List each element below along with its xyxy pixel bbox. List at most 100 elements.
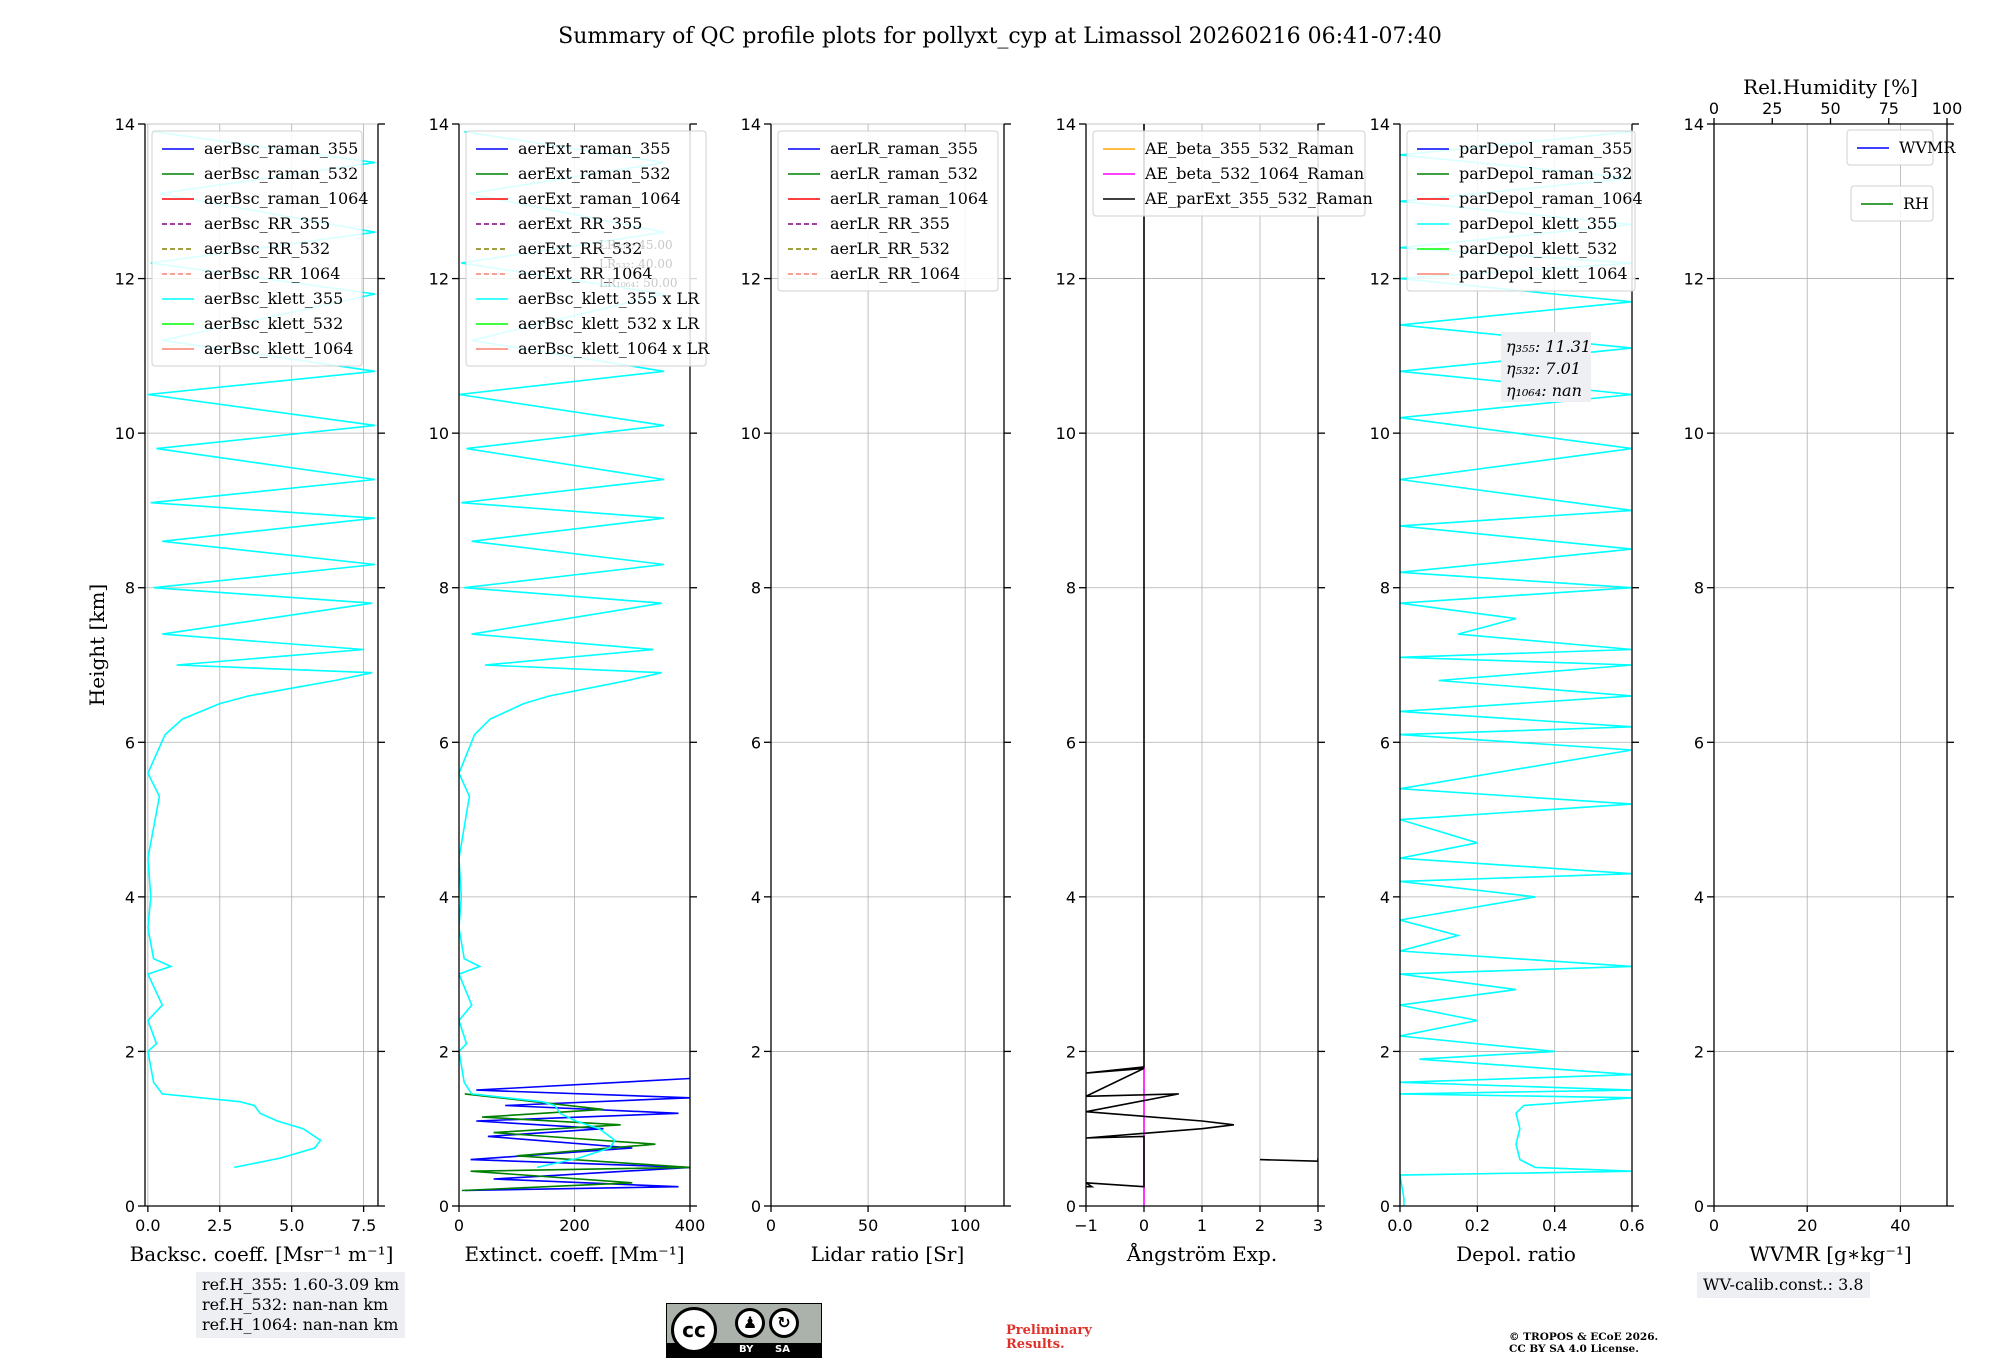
y-tick-label: 6 — [1066, 733, 1076, 752]
x-tick-label: 100 — [950, 1216, 981, 1235]
y-tick-label: 10 — [1684, 424, 1704, 443]
x-axis-label: Extinct. coeff. [Mm⁻¹] — [464, 1242, 684, 1266]
y-tick-label: 0 — [439, 1197, 449, 1216]
x-tick-label: 400 — [675, 1216, 706, 1235]
legend-label: parDepol_raman_355 — [1459, 139, 1632, 158]
legend-label: parDepol_raman_1064 — [1459, 189, 1643, 208]
series-line-parDepol_klett_355 — [1400, 130, 1632, 1206]
legend: WVMR — [1846, 129, 1956, 166]
legend-box — [1406, 130, 1636, 292]
series-line-aerBsc_klett_355 — [146, 130, 376, 1169]
legend-label: aerBsc_raman_532 — [204, 164, 358, 183]
legend-label: aerBsc_klett_1064 — [204, 339, 353, 358]
legend-label: aerExt_RR_355 — [518, 214, 642, 233]
top-x-tick-label: 100 — [1932, 99, 1963, 118]
legend-box — [1846, 129, 1934, 166]
x-tick-label: 7.5 — [351, 1216, 376, 1235]
prelim-line-2: Results. — [1006, 1337, 1065, 1352]
x-axis-label: WVMR [g∗kg⁻¹] — [1749, 1242, 1911, 1266]
x-tick-label: 0 — [1709, 1216, 1719, 1235]
y-tick-label: 0 — [1066, 1197, 1076, 1216]
y-tick-label: 8 — [1066, 579, 1076, 598]
x-axis-label: Lidar ratio [Sr] — [811, 1242, 965, 1266]
panel-2: 0 2 4 6 8 10 12 14 0 200 400 Extinct. coeff. [Mm⁻¹]… — [429, 115, 711, 1266]
y-tick-label: 2 — [1694, 1042, 1704, 1061]
legend-label: parDepol_klett_1064 — [1459, 264, 1628, 283]
legend-box — [1092, 130, 1366, 217]
legend-label: aerBsc_raman_355 — [204, 139, 358, 158]
top-x-tick-label: 0 — [1709, 99, 1719, 118]
share-alike-icon: ↻ — [769, 1308, 799, 1338]
y-tick-label: 12 — [429, 270, 449, 289]
y-tick-label: 6 — [439, 733, 449, 752]
legend-label: aerBsc_raman_1064 — [204, 189, 369, 208]
series-line-aerExt_raman_355 — [464, 1077, 690, 1192]
y-tick-label: 4 — [1380, 888, 1390, 907]
by-label: BY — [739, 1344, 754, 1355]
y-tick-label: 6 — [1694, 733, 1704, 752]
refh-532: ref.H_532: nan-nan km — [202, 1295, 389, 1314]
legend-label: AE_beta_355_532_Raman — [1144, 139, 1354, 158]
legend-label: aerExt_RR_532 — [518, 239, 642, 258]
legend-label: aerLR_RR_1064 — [830, 264, 960, 283]
legend-label: aerBsc_klett_532 x LR — [518, 314, 700, 333]
eta-box — [1501, 332, 1591, 402]
series-group — [1400, 130, 1632, 1206]
legend-label: aerLR_raman_355 — [830, 139, 978, 158]
y-tick-label: 14 — [1056, 115, 1076, 134]
y-tick-label: 2 — [1066, 1042, 1076, 1061]
y-tick-label: 8 — [751, 579, 761, 598]
legend: aerExt_raman_355 aerExt_raman_532 aerExt_r… — [465, 130, 710, 367]
legend-label: aerLR_raman_1064 — [830, 189, 988, 208]
legend-box — [777, 130, 999, 292]
series-group — [1086, 124, 1318, 1206]
y-tick-label: 14 — [115, 115, 135, 134]
x-tick-label: 5.0 — [279, 1216, 304, 1235]
cc-icon: cc — [671, 1307, 717, 1353]
legend-label: parDepol_klett_532 — [1459, 239, 1617, 258]
wv-calib-const: WV-calib.const.: 3.8 — [1703, 1275, 1864, 1294]
preliminary-results-note: Preliminary Results. — [1006, 1324, 1092, 1352]
x-tick-label: 0 — [454, 1216, 464, 1235]
series-line-AE_parExt_355_532_Raman_2 — [1259, 1158, 1318, 1163]
eta-label: η₅₃₂: 7.01 — [1506, 359, 1581, 378]
y-tick-label: 10 — [1370, 424, 1390, 443]
lidar-ratio-note: LR₅₃₂: 40.00 — [599, 257, 673, 271]
copyright-note: © TROPOS & ECoE 2026. CC BY SA 4.0 Licen… — [1509, 1331, 1658, 1355]
y-tick-label: 2 — [125, 1042, 135, 1061]
legend-label: RH — [1903, 194, 1929, 213]
y-tick-label: 14 — [1684, 115, 1704, 134]
panel-3: 0 2 4 6 8 10 12 14 0 50 100 Lidar ratio [Sr] aerLR_r… — [741, 115, 1011, 1266]
x-tick-label: −1 — [1074, 1216, 1098, 1235]
legend: aerBsc_raman_355 aerBsc_raman_532 aerBsc_r… — [151, 130, 369, 367]
y-tick-label: 12 — [1370, 270, 1390, 289]
x-tick-label: 200 — [559, 1216, 590, 1235]
legend: parDepol_raman_355 parDepol_raman_532 parD… — [1406, 130, 1643, 292]
series-line-AE_parExt_355_532_Raman — [1086, 124, 1234, 1188]
eta-label: η₃₅₅: 11.31 — [1506, 337, 1591, 356]
reference-height-box: ref.H_355: 1.60-3.09 km ref.H_532: nan-n… — [196, 1272, 406, 1338]
legend-label: aerLR_RR_355 — [830, 214, 950, 233]
legend-label: aerBsc_RR_355 — [204, 214, 330, 233]
legend: RH — [1850, 185, 1934, 222]
x-tick-label: 1 — [1197, 1216, 1207, 1235]
y-tick-label: 12 — [1056, 270, 1076, 289]
legend-label: aerExt_raman_355 — [518, 139, 671, 158]
y-tick-label: 2 — [751, 1042, 761, 1061]
y-tick-label: 2 — [1380, 1042, 1390, 1061]
legend: aerLR_raman_355 aerLR_raman_532 aerLR_rama… — [777, 130, 999, 292]
cc-by-sa-badge: cc ♟ ↻ BY SA — [666, 1303, 822, 1358]
wv-calibration-box: WV-calib.const.: 3.8 — [1697, 1272, 1870, 1298]
y-tick-label: 10 — [741, 424, 761, 443]
x-tick-label: 0.4 — [1542, 1216, 1567, 1235]
top-axis-label: Rel.Humidity [%] — [1743, 75, 1918, 99]
legend-label: aerBsc_RR_532 — [204, 239, 330, 258]
legend-label: parDepol_raman_532 — [1459, 164, 1632, 183]
lidar-ratio-note: LR₃₅₅: 45.00 — [599, 238, 673, 252]
legend-label: WVMR — [1899, 138, 1956, 157]
y-tick-label: 8 — [1380, 579, 1390, 598]
copyright-line-1: © TROPOS & ECoE 2026. — [1509, 1331, 1659, 1343]
x-tick-label: 2 — [1255, 1216, 1265, 1235]
y-tick-label: 4 — [439, 888, 449, 907]
